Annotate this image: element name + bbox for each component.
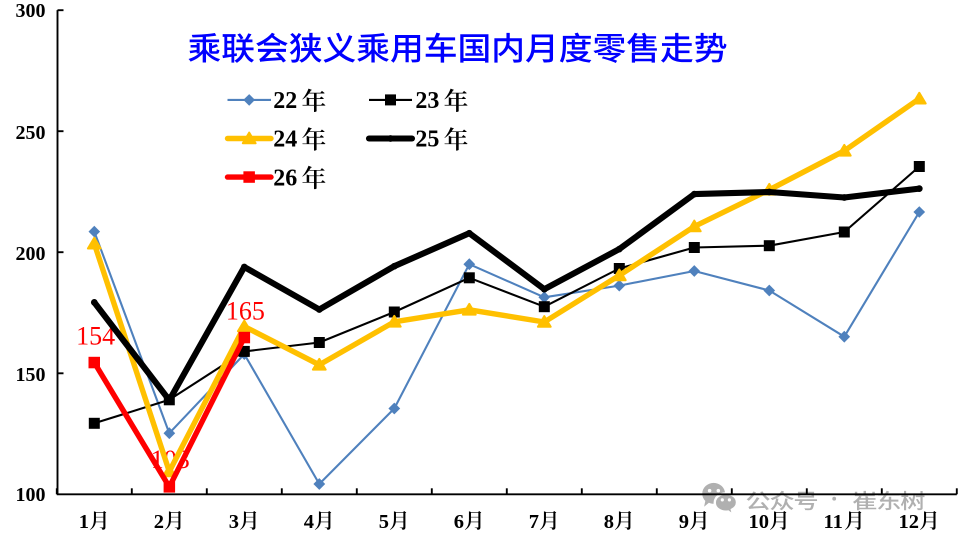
svg-text:26: 26: [273, 165, 297, 191]
svg-text:200: 200: [16, 243, 46, 265]
svg-text:7: 7: [529, 511, 539, 533]
svg-text:11: 11: [824, 511, 843, 533]
svg-text:100: 100: [16, 484, 46, 506]
svg-text:10: 10: [749, 511, 770, 533]
svg-text:150: 150: [16, 364, 46, 386]
svg-text:23: 23: [415, 88, 439, 114]
svg-text:3: 3: [229, 511, 239, 533]
svg-text:9: 9: [679, 511, 689, 533]
svg-text:22: 22: [273, 88, 297, 114]
svg-text:4: 4: [304, 511, 314, 533]
svg-text:6: 6: [454, 511, 464, 533]
svg-text:300: 300: [16, 0, 46, 22]
svg-text:12: 12: [899, 511, 920, 533]
svg-text:2: 2: [154, 511, 164, 533]
svg-text:5: 5: [379, 511, 389, 533]
svg-text:25: 25: [415, 127, 439, 153]
svg-text:250: 250: [16, 122, 46, 144]
svg-text:8: 8: [604, 511, 614, 533]
svg-text:154: 154: [76, 322, 115, 351]
svg-text:1: 1: [79, 511, 89, 533]
svg-text:24: 24: [273, 127, 297, 153]
